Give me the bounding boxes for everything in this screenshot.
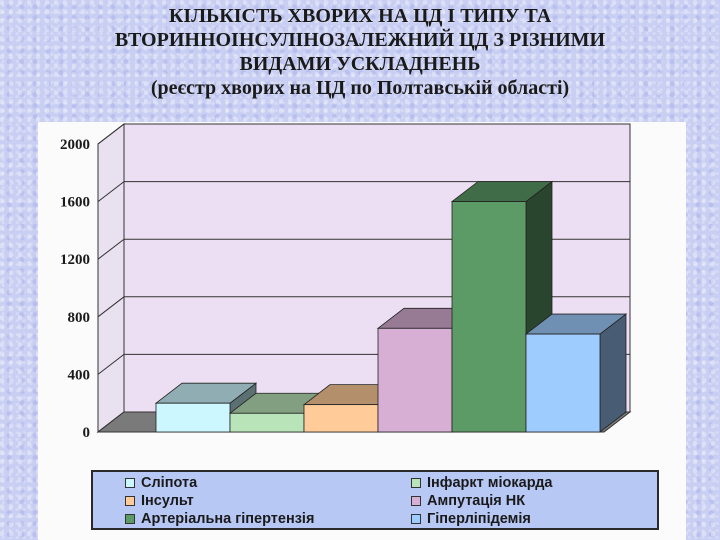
gridline <box>97 123 630 145</box>
y-tick-label: 2000 <box>60 137 90 153</box>
bar <box>451 201 527 433</box>
y-tick-label: 400 <box>68 367 91 383</box>
title-line-2: ВТОРИННОІНСУЛІНОЗАЛЕЖНИЙ ЦД З РІЗНИМИ <box>114 29 606 51</box>
title-line-3: ВИДАМИ УСКЛАДНЕНЬ <box>239 53 481 75</box>
legend-label-stroke: Інсульт <box>141 493 194 509</box>
legend-swatch-amputation <box>411 496 421 506</box>
legend-swatch-myocardial-infarction <box>411 478 421 488</box>
y-tick-label: 0 <box>83 425 91 441</box>
legend-swatch-stroke <box>125 496 135 506</box>
bar <box>155 402 231 433</box>
chart-legend: Сліпота Інфаркт міокарда Інсульт Ампутац… <box>91 470 659 530</box>
legend-label-amputation: Ампутація НК <box>427 493 526 509</box>
legend-label-myocardial-infarction: Інфаркт міокарда <box>427 475 553 491</box>
legend-label-blindness: Сліпота <box>141 475 198 491</box>
legend-swatch-hypertension <box>125 514 135 524</box>
y-tick-label: 1600 <box>60 195 90 211</box>
bar-side <box>599 313 627 433</box>
legend-item-blindness: Сліпота <box>125 475 197 491</box>
legend-label-hypertension: Артеріальна гіпертензія <box>141 511 315 527</box>
legend-item-hyperlipidemia: Гіперліпідемія <box>411 511 531 527</box>
legend-swatch-hyperlipidemia <box>411 514 421 524</box>
legend-swatch-blindness <box>125 478 135 488</box>
bar <box>525 333 601 433</box>
bar <box>303 404 379 433</box>
bar <box>229 412 305 433</box>
chart-title: КІЛЬКІСТЬ ХВОРИХ НА ЦД І ТИПУ ТА ВТОРИНН… <box>0 4 720 100</box>
y-tick-label: 1200 <box>60 252 90 268</box>
legend-item-myocardial-infarction: Інфаркт міокарда <box>411 475 552 491</box>
y-tick-label: 800 <box>68 310 91 326</box>
side-wall <box>97 122 125 434</box>
bar <box>377 327 453 433</box>
legend-label-hyperlipidemia: Гіперліпідемія <box>427 511 531 527</box>
legend-item-amputation: Ампутація НК <box>411 493 525 509</box>
legend-item-stroke: Інсульт <box>125 493 194 509</box>
chart-subtitle: (реєстр хворих на ЦД по Полтавській обла… <box>150 77 570 99</box>
gridline <box>97 181 630 202</box>
title-line-1: КІЛЬКІСТЬ ХВОРИХ НА ЦД І ТИПУ ТА <box>168 5 552 27</box>
legend-item-hypertension: Артеріальна гіпертензія <box>125 511 314 527</box>
